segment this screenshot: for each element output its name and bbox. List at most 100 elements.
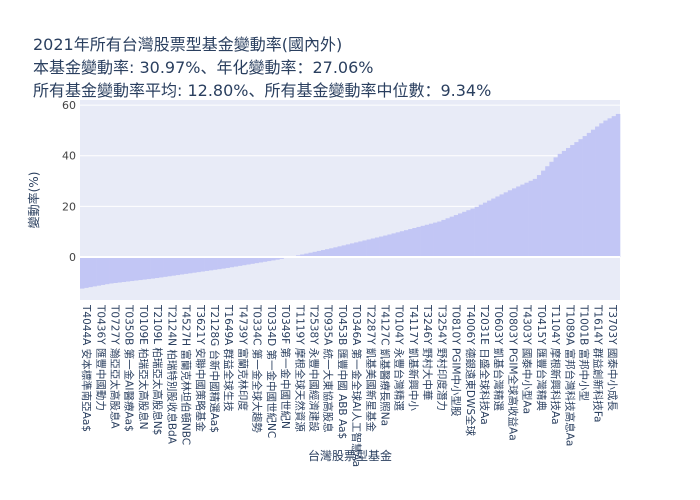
- x-tick-label: T0810Y PGIM中小型股: [450, 304, 463, 417]
- x-tick-label: T2109L 柏瑞亞太高股息N$: [151, 304, 164, 435]
- x-tick-label: T0453B 匯豐中國 ABB Aa$: [336, 304, 349, 439]
- bar: [557, 153, 563, 257]
- bar: [221, 256, 226, 269]
- bar: [150, 256, 156, 279]
- bar: [117, 256, 122, 283]
- bar: [183, 256, 189, 274]
- bar: [262, 256, 268, 262]
- bar: [229, 256, 234, 268]
- y-tick-label: 40: [62, 150, 76, 163]
- x-tick-label: T4127C 凱基醫療長照Na: [379, 304, 392, 426]
- bar: [88, 256, 93, 288]
- bar: [553, 157, 558, 257]
- bar: [507, 190, 513, 257]
- bar: [163, 256, 168, 277]
- bar: [171, 256, 176, 276]
- bar: [437, 221, 442, 257]
- bar: [266, 256, 272, 262]
- bar: [138, 256, 143, 281]
- bar: [387, 234, 392, 257]
- bar: [379, 236, 384, 257]
- x-tick-label: T0334D 第一金中國世紀NC: [265, 304, 278, 438]
- x-tick-label: T0603Y 凱基台灣精選: [492, 304, 505, 411]
- bar: [129, 256, 135, 282]
- bar: [578, 139, 583, 257]
- bar: [453, 215, 459, 257]
- x-tick-label: T2287Y 凱基美國新星基金: [364, 304, 377, 432]
- x-tick-label: T2031E 日盛全球科技Aa: [478, 304, 491, 425]
- x-tick-label: T4044A 安本標準南亞Aa$: [80, 304, 93, 432]
- x-tick-label: T0109E 柏瑞亞太高股息N: [137, 304, 150, 429]
- bar: [142, 256, 147, 280]
- bar: [574, 142, 579, 257]
- bar: [237, 256, 243, 266]
- bar: [204, 256, 210, 271]
- bar: [84, 256, 89, 288]
- bar: [333, 247, 338, 257]
- y-axis-title: 變動率(%): [26, 172, 41, 229]
- x-tick-label: T4006Y 德銀遠東DWS全球: [464, 304, 477, 437]
- x-tick-label: T1089A 富邦台灣科技高息Aa: [563, 304, 576, 446]
- bar: [225, 256, 230, 268]
- bar: [503, 192, 509, 257]
- bar: [416, 226, 421, 257]
- bar: [545, 166, 550, 257]
- bar: [154, 256, 160, 279]
- bar: [566, 147, 571, 257]
- bar: [200, 256, 205, 272]
- bar: [341, 245, 347, 257]
- bar: [271, 256, 276, 261]
- bar: [487, 200, 492, 257]
- bar: [474, 206, 480, 257]
- bar: [482, 202, 488, 257]
- x-tick-label: T0415Y 匯豐台灣精典: [535, 304, 548, 411]
- bar: [354, 242, 359, 257]
- bar: [320, 250, 326, 257]
- x-tick-label: T3621Y 安聯中國策略基金: [194, 304, 207, 432]
- x-axis-title: 台灣股票型基金: [308, 448, 392, 463]
- bar: [607, 118, 612, 257]
- bar: [433, 222, 438, 257]
- bar: [395, 232, 401, 257]
- bar: [134, 256, 139, 281]
- bar: [595, 126, 600, 257]
- bar: [590, 129, 596, 257]
- bar: [491, 198, 496, 257]
- bar: [428, 223, 434, 257]
- bar: [374, 237, 380, 257]
- bar: [316, 250, 322, 257]
- bar: [233, 256, 239, 267]
- bar: [408, 229, 413, 257]
- bar: [549, 161, 554, 257]
- bar: [358, 241, 363, 257]
- bar: [125, 256, 131, 282]
- bar: [512, 188, 517, 257]
- bar: [250, 256, 255, 264]
- x-tick-label: T0803Y PGIM全球高收益Aa: [506, 304, 519, 441]
- bar: [113, 256, 118, 283]
- bar: [611, 116, 617, 257]
- bar: [462, 211, 467, 257]
- x-tick-label: T2538Y 永豐中國經濟建設: [307, 304, 320, 432]
- bar: [532, 178, 538, 257]
- bar: [350, 243, 355, 257]
- bar: [100, 256, 106, 285]
- bar: [109, 256, 114, 284]
- bar: [599, 123, 604, 257]
- bar: [391, 233, 396, 257]
- x-tick-label: T0349F 第一金中國世紀N: [279, 304, 292, 429]
- x-tick-label: T4117Y 凱基新興中小: [407, 304, 420, 411]
- bar: [524, 182, 529, 257]
- bar: [325, 249, 330, 257]
- bar: [399, 231, 405, 257]
- bar: [242, 256, 247, 266]
- x-tick-label: T3246Y 野村大中華: [421, 304, 434, 400]
- bar: [520, 184, 525, 257]
- x-tick-label: T1614Y 群益創新科技Fa: [592, 304, 605, 422]
- x-tick-label: T0350B 第一金AI醫療Aa$: [123, 304, 136, 432]
- bar: [175, 256, 180, 276]
- bar: [586, 132, 592, 257]
- bar: [275, 256, 280, 260]
- bar: [212, 256, 218, 270]
- x-tick-label: T0727Y 瀚亞亞太高股息A: [109, 304, 122, 429]
